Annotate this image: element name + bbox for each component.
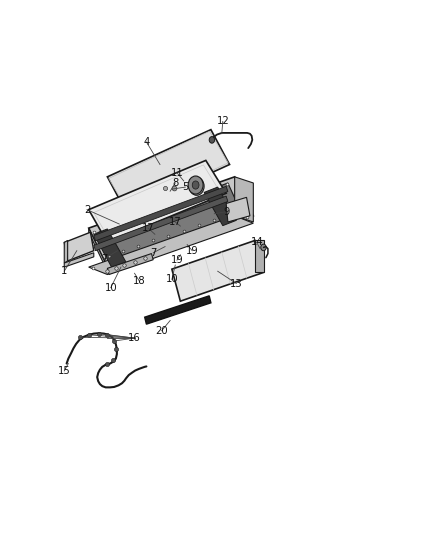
Text: 2: 2 [84,205,90,215]
Text: 13: 13 [230,279,243,288]
Text: 5: 5 [182,182,189,192]
Polygon shape [88,160,226,243]
Text: 7: 7 [150,248,156,258]
Text: 10: 10 [104,282,117,293]
Polygon shape [94,196,228,251]
Text: 12: 12 [216,116,229,126]
Polygon shape [204,187,237,225]
Polygon shape [88,216,253,274]
Polygon shape [64,232,94,261]
Polygon shape [255,240,264,272]
Text: 14: 14 [251,238,263,247]
Text: 19: 19 [170,255,184,265]
Circle shape [209,136,215,143]
Text: 1: 1 [61,266,67,276]
Text: 4: 4 [143,137,149,147]
Text: 17: 17 [142,223,155,233]
Text: 10: 10 [166,274,178,285]
Polygon shape [226,197,250,222]
Polygon shape [94,186,228,241]
Polygon shape [94,229,126,268]
Polygon shape [64,253,94,267]
Polygon shape [107,130,230,212]
Polygon shape [235,177,253,222]
Circle shape [192,181,199,189]
Polygon shape [99,183,243,266]
Circle shape [188,176,203,194]
Text: 19: 19 [186,246,198,256]
Polygon shape [172,240,264,301]
Polygon shape [145,296,211,324]
Text: 11: 11 [170,168,184,177]
Text: 15: 15 [58,366,71,376]
Text: 8: 8 [172,178,178,188]
Polygon shape [88,177,253,267]
Circle shape [189,177,204,195]
Text: 7: 7 [101,254,107,264]
Text: 18: 18 [133,277,146,286]
Polygon shape [64,240,67,263]
Polygon shape [107,254,153,274]
Text: 20: 20 [155,326,168,336]
Text: 9: 9 [223,207,230,217]
Text: 16: 16 [128,333,141,343]
Polygon shape [88,228,107,271]
Circle shape [261,244,266,251]
Text: 17: 17 [169,217,182,227]
